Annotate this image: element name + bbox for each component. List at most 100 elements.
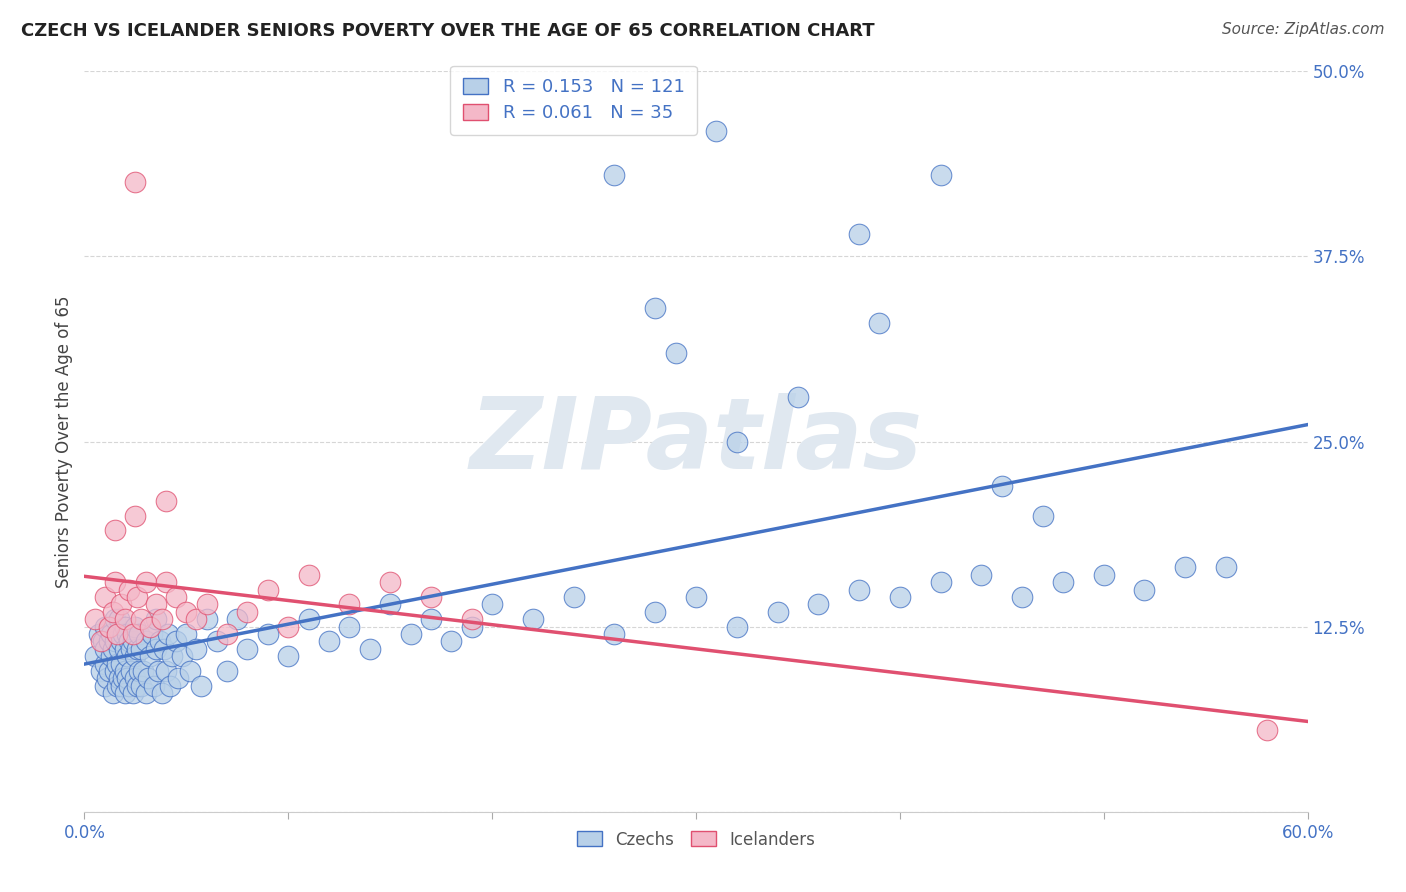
- Point: [522, 612, 544, 626]
- Point: [124, 175, 146, 190]
- Point: [226, 612, 249, 626]
- Point: [90, 664, 112, 678]
- Point: [83, 612, 105, 626]
- Point: [257, 582, 280, 597]
- Point: [380, 575, 402, 590]
- Point: [236, 605, 259, 619]
- Point: [318, 634, 340, 648]
- Point: [138, 619, 160, 633]
- Text: ZIPatlas: ZIPatlas: [470, 393, 922, 490]
- Point: [461, 619, 484, 633]
- Point: [114, 612, 136, 626]
- Point: [706, 123, 728, 137]
- Point: [1092, 567, 1115, 582]
- Point: [138, 649, 160, 664]
- Point: [114, 619, 136, 633]
- Point: [104, 575, 127, 590]
- Point: [128, 664, 150, 678]
- Point: [165, 590, 187, 604]
- Point: [124, 649, 146, 664]
- Point: [108, 612, 131, 626]
- Point: [108, 672, 131, 686]
- Point: [970, 567, 993, 582]
- Point: [118, 634, 141, 648]
- Point: [380, 598, 402, 612]
- Point: [110, 679, 132, 693]
- Point: [149, 634, 172, 648]
- Point: [889, 590, 911, 604]
- Point: [100, 627, 122, 641]
- Point: [131, 641, 153, 656]
- Point: [929, 168, 952, 182]
- Point: [114, 664, 136, 678]
- Point: [725, 434, 748, 449]
- Point: [120, 664, 142, 678]
- Point: [1256, 723, 1278, 738]
- Point: [101, 641, 124, 656]
- Point: [87, 627, 110, 641]
- Point: [104, 612, 127, 626]
- Point: [420, 612, 443, 626]
- Point: [167, 672, 190, 686]
- Point: [93, 619, 115, 633]
- Point: [124, 619, 146, 633]
- Point: [172, 649, 194, 664]
- Point: [174, 605, 197, 619]
- Point: [848, 582, 870, 597]
- Point: [131, 679, 153, 693]
- Point: [399, 627, 422, 641]
- Point: [1174, 560, 1197, 574]
- Point: [153, 641, 176, 656]
- Point: [807, 598, 830, 612]
- Point: [115, 627, 138, 641]
- Point: [105, 657, 128, 671]
- Point: [685, 590, 707, 604]
- Point: [179, 664, 201, 678]
- Point: [644, 605, 666, 619]
- Point: [83, 649, 105, 664]
- Point: [869, 316, 891, 330]
- Point: [440, 634, 463, 648]
- Point: [1032, 508, 1054, 523]
- Point: [236, 641, 259, 656]
- Point: [118, 679, 141, 693]
- Point: [217, 664, 239, 678]
- Point: [277, 649, 299, 664]
- Point: [112, 627, 135, 641]
- Text: Source: ZipAtlas.com: Source: ZipAtlas.com: [1222, 22, 1385, 37]
- Point: [110, 598, 132, 612]
- Point: [114, 641, 136, 656]
- Point: [141, 627, 163, 641]
- Point: [101, 605, 124, 619]
- Point: [991, 479, 1014, 493]
- Point: [127, 679, 149, 693]
- Point: [136, 672, 159, 686]
- Point: [165, 634, 187, 648]
- Point: [1215, 560, 1237, 574]
- Legend: Czechs, Icelanders: Czechs, Icelanders: [571, 824, 821, 855]
- Point: [131, 612, 153, 626]
- Point: [277, 619, 299, 633]
- Point: [420, 590, 443, 604]
- Point: [104, 524, 127, 538]
- Point: [90, 634, 112, 648]
- Point: [97, 619, 120, 633]
- Point: [205, 634, 228, 648]
- Point: [128, 627, 150, 641]
- Point: [115, 672, 138, 686]
- Point: [298, 612, 321, 626]
- Point: [146, 664, 169, 678]
- Point: [145, 598, 167, 612]
- Point: [145, 641, 167, 656]
- Point: [97, 664, 120, 678]
- Point: [108, 641, 131, 656]
- Point: [118, 582, 141, 597]
- Point: [110, 657, 132, 671]
- Point: [93, 657, 115, 671]
- Point: [359, 641, 381, 656]
- Point: [122, 686, 145, 700]
- Point: [135, 575, 157, 590]
- Point: [644, 301, 666, 316]
- Point: [122, 627, 145, 641]
- Point: [155, 493, 177, 508]
